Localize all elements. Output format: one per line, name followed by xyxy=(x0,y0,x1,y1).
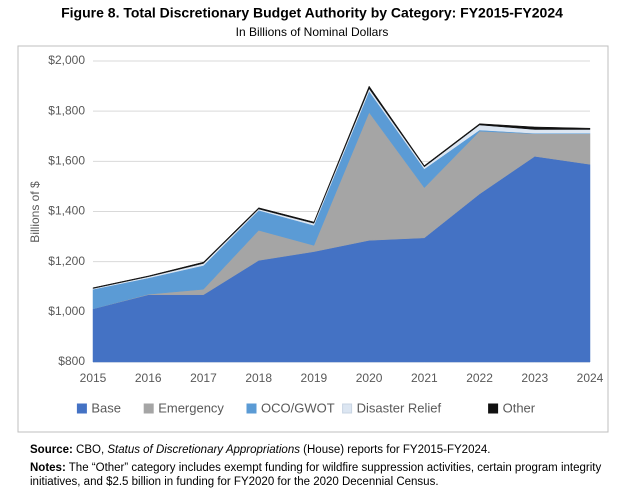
y-tick-label: $800 xyxy=(58,354,85,368)
legend-swatch xyxy=(246,403,257,414)
y-axis-label: Billions of $ xyxy=(28,181,42,243)
notes-text: The “Other” category includes exempt fun… xyxy=(30,462,602,488)
chart-frame xyxy=(17,45,609,433)
source-label: Source: xyxy=(30,444,73,456)
legend-swatch xyxy=(76,403,87,414)
x-tick-label: 2016 xyxy=(135,371,162,385)
legend-swatch xyxy=(488,403,499,414)
legend-label: Emergency xyxy=(158,400,224,415)
legend-swatch xyxy=(342,403,353,414)
y-tick-label: $2,000 xyxy=(48,53,85,67)
x-tick-label: 2015 xyxy=(80,371,107,385)
y-tick-label: $1,400 xyxy=(48,204,85,218)
source: Source: CBO, Status of Discretionary App… xyxy=(30,443,610,457)
x-tick-label: 2024 xyxy=(577,371,604,385)
chart-subtitle: In Billions of Nominal Dollars xyxy=(236,25,389,39)
source-italic: Status of Discretionary Appropriations xyxy=(107,444,300,456)
source-text: CBO, xyxy=(76,444,105,456)
area xyxy=(92,85,591,289)
source-text: (House) reports for FY2015-FY2024. xyxy=(303,444,491,456)
y-tick-label: $1,600 xyxy=(48,154,85,168)
y-tick-label: $1,200 xyxy=(48,254,85,268)
x-tick-label: 2023 xyxy=(521,371,548,385)
x-tick-label: 2018 xyxy=(245,371,272,385)
legend-label: OCO/GWOT xyxy=(261,400,335,415)
y-tick-label: $1,000 xyxy=(48,304,85,318)
legend-label: Base xyxy=(91,400,121,415)
notes: Notes: The “Other” category includes exe… xyxy=(30,461,610,489)
x-tick-label: 2019 xyxy=(301,371,328,385)
x-tick-label: 2020 xyxy=(356,371,383,385)
x-tick-label: 2021 xyxy=(411,371,438,385)
legend-label: Disaster Relief xyxy=(357,400,442,415)
chart: Figure 8. Total Discretionary Budget Aut… xyxy=(17,5,609,433)
legend-label: Other xyxy=(503,400,536,415)
notes-label: Notes: xyxy=(30,462,66,474)
x-tick-label: 2017 xyxy=(190,371,217,385)
x-tick-label: 2022 xyxy=(466,371,493,385)
legend-swatch xyxy=(143,403,154,414)
chart-title: Figure 8. Total Discretionary Budget Aut… xyxy=(61,5,563,21)
y-tick-label: $1,800 xyxy=(48,103,85,117)
